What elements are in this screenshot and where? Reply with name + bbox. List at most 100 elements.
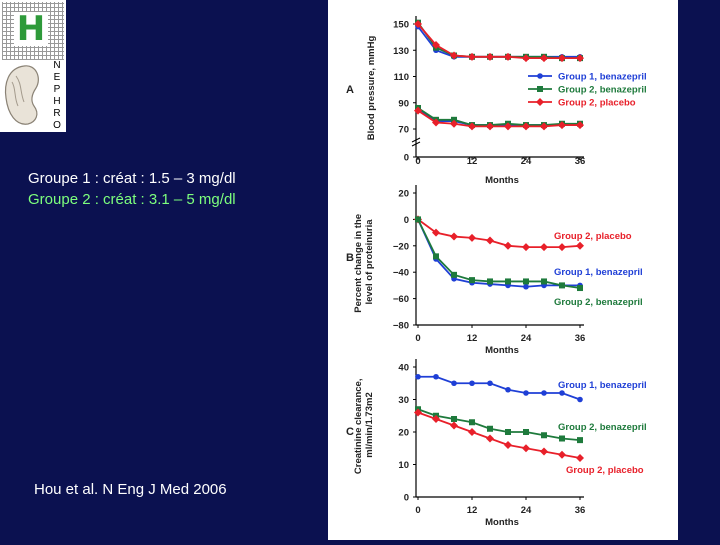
data-point [487,425,493,432]
data-point [414,106,422,115]
data-point [415,373,421,380]
series-line [417,26,580,58]
data-point [577,396,583,403]
data-point [451,271,457,278]
data-point [576,121,584,130]
data-point [540,243,548,252]
data-point [432,41,440,49]
data-point [469,380,475,387]
x-tick-label: 0 [415,156,420,167]
series-line [417,107,580,126]
data-point [522,54,530,63]
data-point [541,278,547,285]
x-axis-label: Months [485,175,519,186]
data-point [576,54,584,63]
data-point [486,52,494,61]
data-point [468,233,476,242]
data-point [432,228,440,237]
x-tick-label: 12 [467,505,478,516]
data-point [523,429,529,435]
x-tick-label: 36 [575,156,586,167]
data-point [432,118,440,127]
panel-letter: C [346,426,354,438]
data-point [415,216,421,223]
legend-marker [536,98,544,106]
y-tick-label: 40 [398,363,409,374]
data-point [468,428,476,436]
data-point [468,122,476,131]
citation: Hou et al. N Eng J Med 2006 [34,481,227,498]
data-point [522,122,530,131]
y-tick-label: 20 [398,189,409,200]
logo-letter: P [53,84,61,95]
data-point [414,20,422,28]
data-point [559,282,565,289]
data-point [505,429,511,435]
data-point [487,380,493,387]
data-point [433,253,439,260]
data-point [450,119,458,128]
series-label: Group 1, benazepril [554,267,643,278]
data-point [559,435,565,442]
logo-letter: O [53,120,61,131]
data-point [522,243,530,252]
logo-letter: R [53,108,61,119]
series-line [417,219,580,288]
x-tick-label: 24 [521,333,532,344]
data-point [558,54,566,63]
y-axis-label-line: Percent change in the [353,211,364,312]
y-axis-label-line: level of proteinuria [364,219,375,305]
group1-criteria: Groupe 1 : créat : 1.5 – 3 mg/dl [28,170,236,187]
y-tick-label: 0 [404,153,409,164]
panel-letter: B [346,252,354,264]
logo-letter: H [53,96,61,107]
data-point [505,278,511,285]
data-point [469,419,475,426]
data-point [450,232,458,241]
data-point [451,380,457,387]
panel-letter: A [346,84,354,96]
series-line [417,109,580,128]
legend-marker [537,73,543,79]
data-point [468,52,476,61]
data-point [577,285,583,292]
nephro-logo: H N E P H R O [0,0,66,132]
legend-label: Group 2, benazepril [558,85,647,96]
data-point [558,243,566,252]
x-axis-label: Months [485,345,519,356]
series-label: Group 2, placebo [554,231,632,242]
data-point [576,454,584,462]
y-tick-label: 0 [404,215,409,226]
logo-letter: N [53,60,61,71]
y-tick-label: 90 [398,98,409,109]
data-point [522,444,530,453]
y-axis-label: Percent change in the level of proteinur… [353,211,375,312]
x-tick-label: 36 [575,333,586,344]
axis-break-mark [411,141,421,147]
legend-label: Group 2, placebo [558,98,636,109]
y-axis-label-line: Creatinine clearance, [353,376,364,474]
data-point [451,416,457,422]
y-tick-label: −60 [393,294,409,305]
logo-vertical-word: N E P H R O [50,60,64,132]
data-point [559,390,565,396]
data-point [504,52,512,61]
y-tick-label: 110 [394,72,409,83]
y-tick-label: −80 [393,321,409,332]
charts-svg: 0 70 90 110 130 150 0 12 24 36 Months Blood pressur… [346,16,647,528]
x-axis-label: Months [485,517,519,528]
data-point [523,283,529,290]
series-line [417,408,581,442]
data-point [487,278,493,285]
series-line [417,23,580,60]
x-tick-label: 12 [467,156,478,167]
data-point [576,241,584,250]
data-point [504,441,512,449]
data-point [469,277,475,284]
data-point [540,447,548,456]
y-tick-label: 70 [398,125,409,136]
legend-marker [537,86,543,92]
y-axis-label: Creatinine clearance, ml/min/1.73m2 [353,376,375,474]
series-line [418,375,581,401]
series-label: Group 1, benazepril [558,380,647,391]
